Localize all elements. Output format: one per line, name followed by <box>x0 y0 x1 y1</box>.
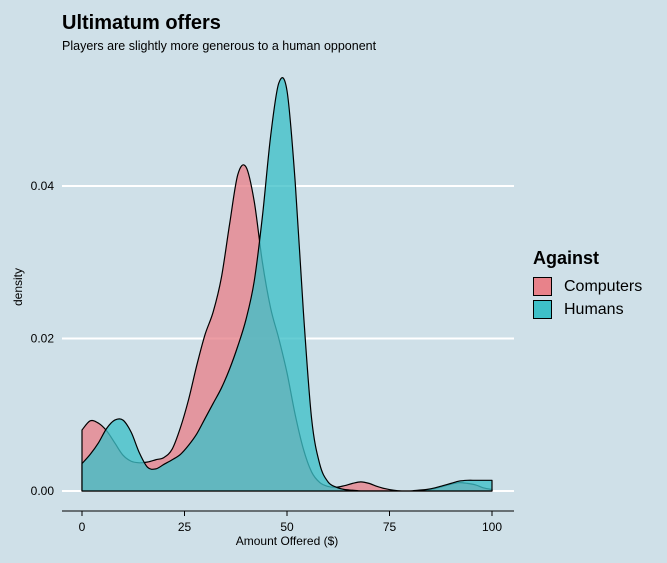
x-tick-label: 75 <box>383 520 397 534</box>
y-tick-label: 0.00 <box>31 484 55 498</box>
x-tick-label: 50 <box>280 520 294 534</box>
y-axis-label: density <box>11 268 25 306</box>
x-axis-label: Amount Offered ($) <box>236 534 339 548</box>
x-tick-label: 100 <box>482 520 502 534</box>
legend-key-computers <box>533 277 552 296</box>
y-tick-label: 0.04 <box>31 179 55 193</box>
density-areas <box>81 77 493 492</box>
axes: 0 25 50 75 100 0.00 0.02 0.04 <box>31 179 514 534</box>
chart-title: Ultimatum offers <box>62 12 221 34</box>
chart-subtitle: Players are slightly more generous to a … <box>62 39 377 53</box>
legend-item-computers: Computers <box>533 275 642 298</box>
legend-key-humans <box>533 300 552 319</box>
density-area-humans <box>81 77 493 492</box>
x-tick-label: 0 <box>79 520 86 534</box>
legend-label-humans: Humans <box>564 300 624 318</box>
x-tick-label: 25 <box>178 520 192 534</box>
legend-title: Against <box>533 248 600 268</box>
y-tick-label: 0.02 <box>31 332 55 346</box>
legend: Against Computers Humans <box>533 248 642 321</box>
legend-item-humans: Humans <box>533 298 642 321</box>
legend-label-computers: Computers <box>564 277 643 295</box>
